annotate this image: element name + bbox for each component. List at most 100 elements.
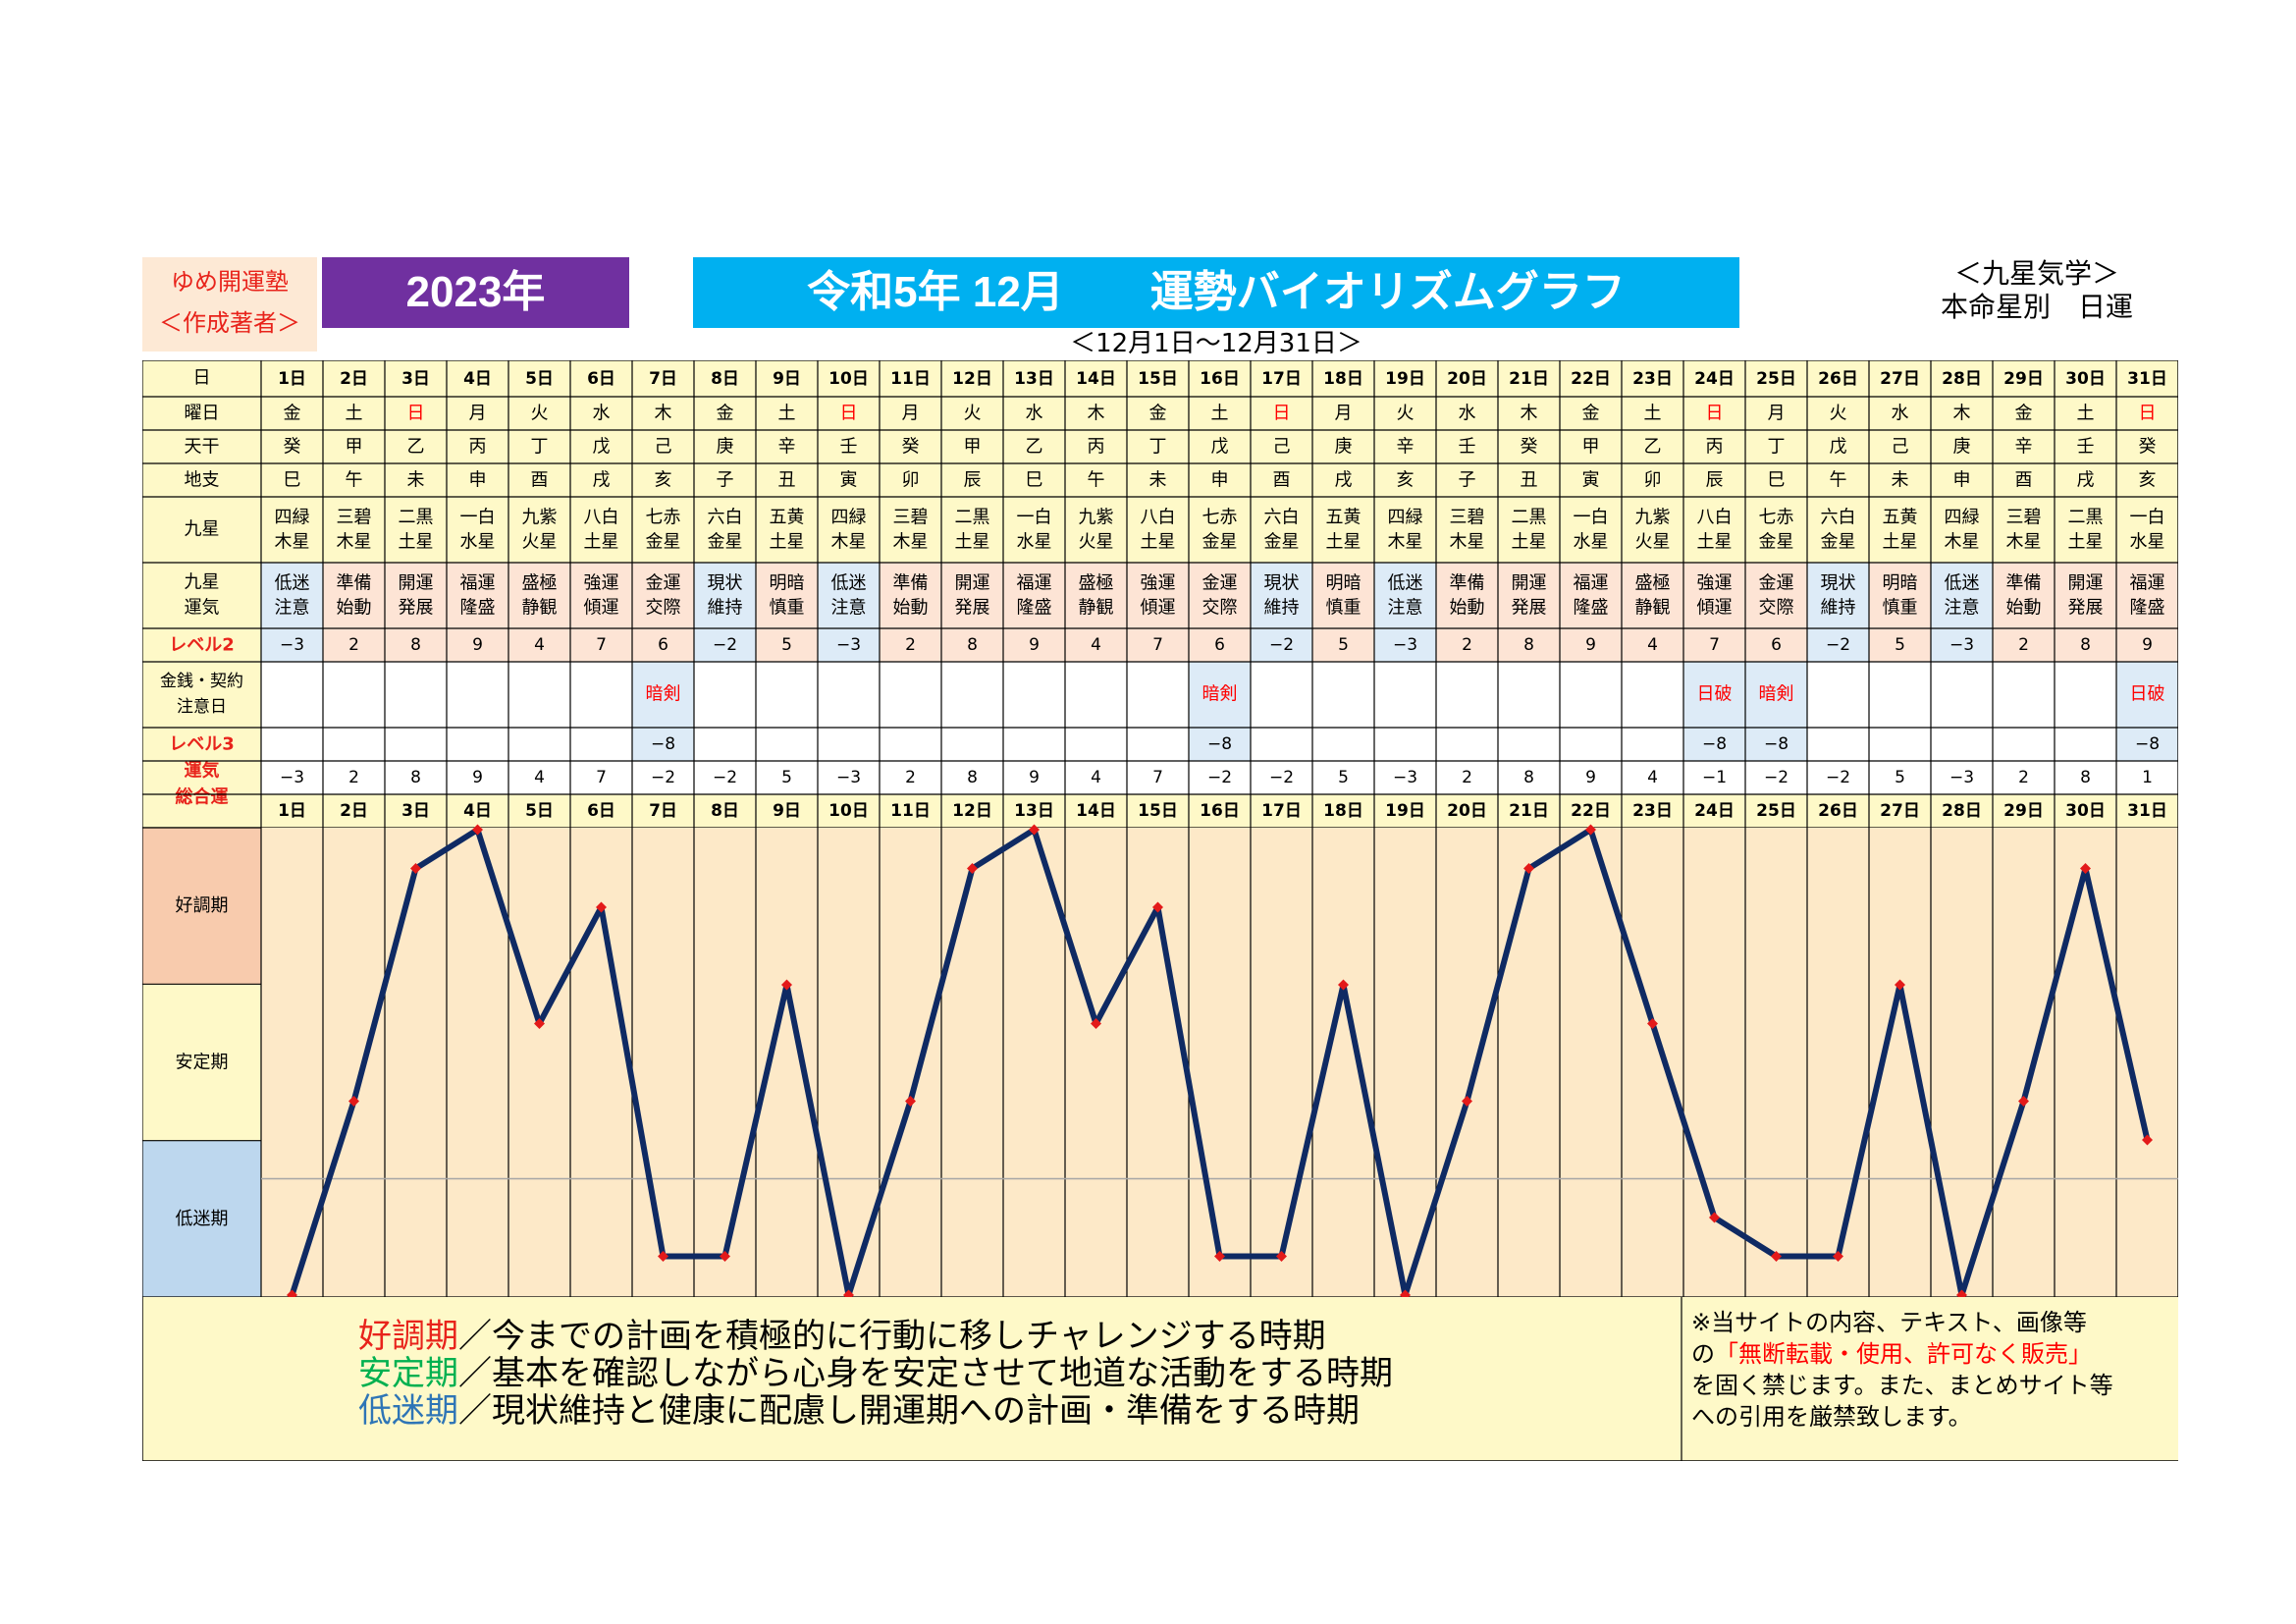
level2-cell-bg [2055, 628, 2116, 662]
chishi-cell: 寅 [840, 470, 858, 491]
day-footer: 30日 [2065, 801, 2106, 821]
data-point [781, 979, 792, 991]
total-cell-bg [1807, 761, 1869, 794]
caution-level-bg [632, 728, 694, 761]
level2-cell: 9 [1585, 635, 1596, 655]
kyusei-cell: 水星 [1017, 532, 1052, 553]
day-header: 26日 [1818, 369, 1858, 389]
level2-cell-bg [323, 628, 385, 662]
kinsen-cell: 暗剣 [1202, 684, 1238, 705]
day-footer: 18日 [1323, 801, 1363, 821]
data-point [1214, 1251, 1225, 1262]
unki-cell: 現状 [1264, 573, 1300, 594]
level2-cell: 7 [1709, 635, 1720, 655]
kyusei-cell: 火星 [522, 532, 558, 553]
unki-cell: 低迷 [275, 573, 310, 594]
total-cell-bg [1127, 761, 1189, 794]
notice-line: への引用を厳禁致します。 [1691, 1403, 1972, 1431]
day-footer: 6日 [587, 801, 615, 821]
unki-cell: 隆盛 [2130, 598, 2165, 619]
weekday-cell: 月 [1335, 404, 1353, 424]
day-footer: 29日 [2003, 801, 2044, 821]
unki-cell: 発展 [1512, 598, 1547, 619]
day-header: 6日 [587, 369, 615, 389]
day-footer: 24日 [1694, 801, 1735, 821]
unki-cell: 準備 [2006, 573, 2042, 594]
weekday-cell: 木 [1521, 404, 1538, 424]
level2-cell: 2 [2018, 635, 2029, 655]
legend-item: 低迷期／現状維持と健康に配慮し開運期への計画・準備をする時期 [358, 1391, 1360, 1431]
total-cell-bg [1622, 761, 1683, 794]
total-cell-bg [261, 761, 323, 794]
chishi-cell: 未 [1149, 470, 1167, 491]
data-point [1833, 1251, 1843, 1262]
day-header: 27日 [1880, 369, 1920, 389]
data-point [1152, 901, 1163, 913]
kyusei-cell: 九紫 [522, 508, 558, 528]
row-label-unki: 運気 [185, 598, 220, 619]
day-footer: 19日 [1385, 801, 1425, 821]
zone-good-label: 好調期 [176, 895, 229, 916]
method-detail: 本命星別 日運 [1940, 291, 2133, 323]
unki-cell-bg [447, 563, 508, 628]
kyusei-cell: 金星 [1821, 532, 1856, 553]
legend-term: 安定期 [358, 1354, 458, 1393]
level2-cell-bg [570, 628, 632, 662]
kinsen-cell-bg [1560, 662, 1622, 728]
row-label-total: 運気 [185, 760, 220, 782]
caution-level-bg [1683, 728, 1745, 761]
chishi-cell: 巳 [1768, 470, 1786, 491]
kyusei-cell: 土星 [1697, 532, 1733, 553]
kinsen-cell-bg [880, 662, 941, 728]
chishi-cell: 子 [717, 470, 734, 491]
level3-cell-bg [880, 728, 941, 761]
weekday-cell: 月 [902, 404, 920, 424]
tenkan-cell: 戊 [1211, 437, 1229, 458]
unki-cell: 維持 [708, 598, 743, 619]
level3-cell-bg [570, 728, 632, 761]
unki-cell-bg [1436, 563, 1498, 628]
level2-cell-bg [1436, 628, 1498, 662]
data-point [1338, 979, 1349, 991]
level2-cell: −3 [1949, 635, 1974, 655]
total-cell-bg [694, 761, 756, 794]
kyusei-cell: 木星 [893, 532, 929, 553]
unki-cell-bg [508, 563, 570, 628]
kyusei-cell: 木星 [1450, 532, 1485, 553]
level3-cell-bg [261, 728, 323, 761]
unki-cell-bg [632, 563, 694, 628]
data-point [596, 901, 607, 913]
legend-item: 好調期／今までの計画を積極的に行動に移しチャレンジする時期 [358, 1317, 1326, 1356]
day-footer: 13日 [1014, 801, 1054, 821]
day-footer: 21日 [1509, 801, 1549, 821]
level2-cell: 4 [1647, 635, 1658, 655]
day-footer: 15日 [1138, 801, 1178, 821]
unki-cell-bg [941, 563, 1003, 628]
day-header: 17日 [1261, 369, 1302, 389]
chishi-cell: 亥 [655, 470, 672, 491]
chishi-cell: 未 [407, 470, 425, 491]
level2-cell: 5 [781, 635, 792, 655]
day-footer: 16日 [1200, 801, 1240, 821]
total-cell: −3 [1949, 768, 1974, 787]
total-cell: 5 [1338, 768, 1349, 787]
level2-cell-bg [756, 628, 818, 662]
kinsen-cell-bg [1065, 662, 1127, 728]
unki-cell: 始動 [1450, 598, 1485, 619]
kyusei-cell: 土星 [955, 532, 990, 553]
chishi-cell: 申 [469, 470, 487, 491]
unki-cell-bg [1807, 563, 1869, 628]
level2-cell: 7 [1152, 635, 1163, 655]
weekday-cell: 日 [2139, 404, 2157, 424]
kyusei-cell: 土星 [584, 532, 619, 553]
kyusei-cell: 六白 [1821, 508, 1856, 528]
row-label-unki: 九星 [185, 572, 220, 593]
level2-cell: −2 [1269, 635, 1294, 655]
day-footer: 20日 [1447, 801, 1487, 821]
unki-cell: 発展 [955, 598, 990, 619]
level2-cell-bg [1312, 628, 1374, 662]
data-point [2142, 1134, 2153, 1146]
zone-good-band [142, 828, 261, 985]
total-cell-bg [1498, 761, 1560, 794]
level2-cell: −3 [1393, 635, 1417, 655]
